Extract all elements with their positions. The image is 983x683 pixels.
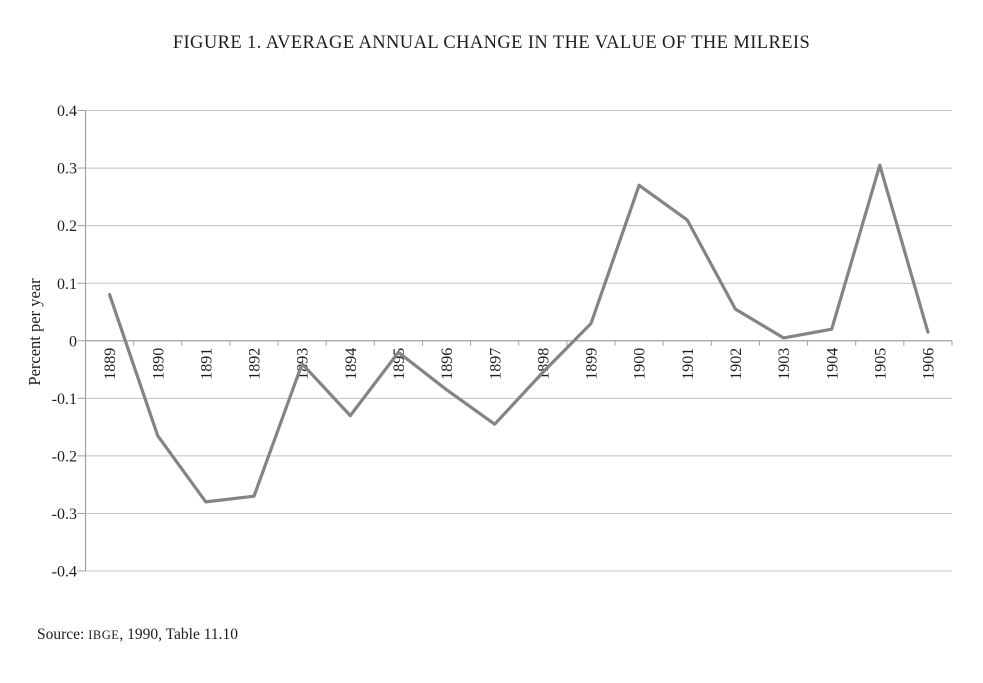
x-category-label: 1901 — [680, 348, 697, 380]
y-tick-label: 0.1 — [57, 276, 77, 293]
x-category-label: 1900 — [632, 348, 649, 380]
x-category-label: 1906 — [921, 348, 938, 380]
x-category-label: 1894 — [343, 348, 360, 380]
x-category-label: 1904 — [824, 348, 841, 380]
y-tick-label: -0.4 — [52, 564, 77, 581]
axes-and-ticks — [77, 110, 953, 572]
y-tick-label: 0.4 — [57, 103, 77, 120]
y-axis-title: Percent per year — [25, 278, 44, 386]
x-category-label: 1903 — [776, 348, 793, 380]
y-tick-label: 0 — [69, 333, 77, 350]
x-category-label: 1896 — [439, 348, 456, 380]
y-tick-label: -0.3 — [52, 506, 77, 523]
x-category-label: 1889 — [102, 348, 119, 380]
axis-tick-labels: 0.4 0.3 0.2 0.1 0 -0.1 -0.2 -0.3 -0.4 1889 1890 189… — [52, 103, 938, 580]
x-category-label: 1897 — [487, 348, 504, 380]
x-category-label: 1891 — [198, 348, 215, 380]
x-category-label: 1905 — [872, 348, 889, 380]
x-category-label: 1902 — [728, 348, 745, 380]
chart-title: FIGURE 1. AVERAGE ANNUAL CHANGE IN THE V… — [172, 33, 811, 53]
source-prefix: Source: — [37, 626, 89, 643]
x-category-label: 1890 — [150, 348, 167, 380]
x-category-label: 1899 — [584, 348, 601, 380]
data-series-line — [107, 163, 930, 504]
x-category-label: 1892 — [247, 348, 264, 380]
source-organization: IBGE — [88, 628, 120, 642]
y-tick-label: 0.2 — [57, 218, 77, 235]
x-category-label: 1898 — [535, 348, 552, 380]
y-tick-label: 0.3 — [57, 161, 77, 178]
source-note: Source: IBGE, 1990, Table 11.10 — [37, 626, 238, 644]
y-tick-label: -0.2 — [52, 448, 77, 465]
y-tick-label: -0.1 — [52, 391, 77, 408]
source-suffix: , 1990, Table 11.10 — [119, 626, 239, 643]
